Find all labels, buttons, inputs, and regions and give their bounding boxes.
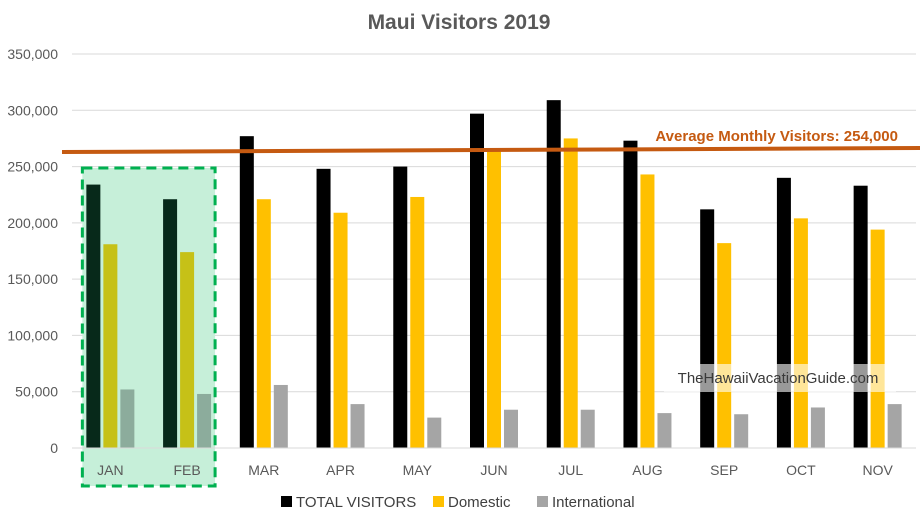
bar-domestic-aug — [640, 174, 655, 449]
y-tick-label: 250,000 — [7, 159, 58, 175]
bar-international-may — [427, 417, 442, 448]
bars — [86, 100, 902, 449]
bar-international-nov — [887, 404, 902, 448]
bar-total-visitors-mar — [239, 136, 254, 449]
bar-international-jan — [120, 389, 135, 448]
highlight-box — [80, 166, 217, 488]
chart-title: Maui Visitors 2019 — [368, 11, 551, 34]
bar-domestic-may — [410, 196, 425, 448]
bar-international-jun — [504, 409, 518, 448]
bar-international-sep — [734, 414, 749, 448]
bar-domestic-oct — [793, 218, 808, 448]
y-tick-label: 100,000 — [7, 327, 58, 343]
x-tick-label: JUL — [558, 462, 583, 478]
bar-international-aug — [657, 413, 672, 448]
legend-label-total-visitors: TOTAL VISITORS — [296, 494, 416, 511]
legend-label-international: International — [552, 494, 635, 511]
bar-total-visitors-oct — [776, 177, 791, 449]
bar-international-apr — [350, 404, 365, 448]
x-tick-label: FEB — [173, 462, 200, 478]
bar-domestic-feb — [180, 252, 195, 448]
bar-total-visitors-may — [393, 166, 408, 449]
bar-domestic-apr — [333, 212, 348, 448]
x-tick-label: AUG — [632, 462, 662, 478]
bar-domestic-sep — [717, 243, 732, 448]
bar-domestic-jan — [103, 244, 118, 448]
y-tick-label: 200,000 — [7, 215, 58, 231]
legend-swatch-international — [537, 496, 548, 507]
bar-total-visitors-nov — [853, 185, 868, 449]
bar-domestic-nov — [870, 229, 885, 448]
bar-total-visitors-jun — [470, 113, 484, 449]
bar-total-visitors-apr — [316, 168, 331, 448]
legend: TOTAL VISITORS Domestic International — [281, 494, 635, 511]
legend-label-domestic: Domestic — [448, 494, 511, 511]
watermark: TheHawaiiVacationGuide.com — [678, 370, 879, 387]
average-line-group: Average Monthly Visitors: 254,000 — [61, 128, 921, 154]
bar-domestic-jun — [487, 150, 501, 448]
x-tick-label: OCT — [786, 462, 816, 478]
axes: 0 50,000 100,000 150,000 200,000 250,000 300,0… — [7, 46, 916, 478]
x-tick-label: SEP — [710, 462, 738, 478]
y-tick-label: 150,000 — [7, 271, 58, 287]
bar-total-visitors-jul — [546, 100, 561, 448]
watermark-group: TheHawaiiVacationGuide.com — [664, 364, 896, 392]
bar-domestic-mar — [256, 199, 271, 448]
legend-swatch-total-visitors — [281, 496, 292, 507]
x-tick-label: NOV — [862, 462, 893, 478]
bar-total-visitors-sep — [700, 209, 715, 448]
bar-total-visitors-aug — [623, 140, 638, 448]
watermark-backdrop — [664, 364, 896, 392]
x-tick-label: MAY — [403, 462, 433, 478]
y-tick-label: 300,000 — [7, 102, 58, 118]
bar-international-feb — [197, 393, 212, 448]
x-tick-label: MAR — [248, 462, 279, 478]
y-tick-label: 0 — [50, 440, 58, 456]
bar-total-visitors-feb — [163, 199, 178, 448]
bar-international-jul — [580, 409, 595, 448]
x-tick-label: JUN — [480, 462, 507, 478]
y-tick-label: 50,000 — [15, 384, 58, 400]
bar-total-visitors-jan — [86, 184, 101, 448]
bar-international-oct — [810, 407, 825, 448]
average-label: Average Monthly Visitors: 254,000 — [655, 128, 898, 145]
legend-swatch-domestic — [433, 496, 444, 507]
bar-international-mar — [273, 384, 288, 448]
x-tick-label: APR — [326, 462, 355, 478]
x-tick-label: JAN — [97, 462, 123, 478]
average-line — [61, 146, 921, 154]
y-tick-label: 350,000 — [7, 46, 58, 62]
bar-domestic-jul — [563, 138, 578, 448]
highlight-region — [80, 166, 217, 488]
